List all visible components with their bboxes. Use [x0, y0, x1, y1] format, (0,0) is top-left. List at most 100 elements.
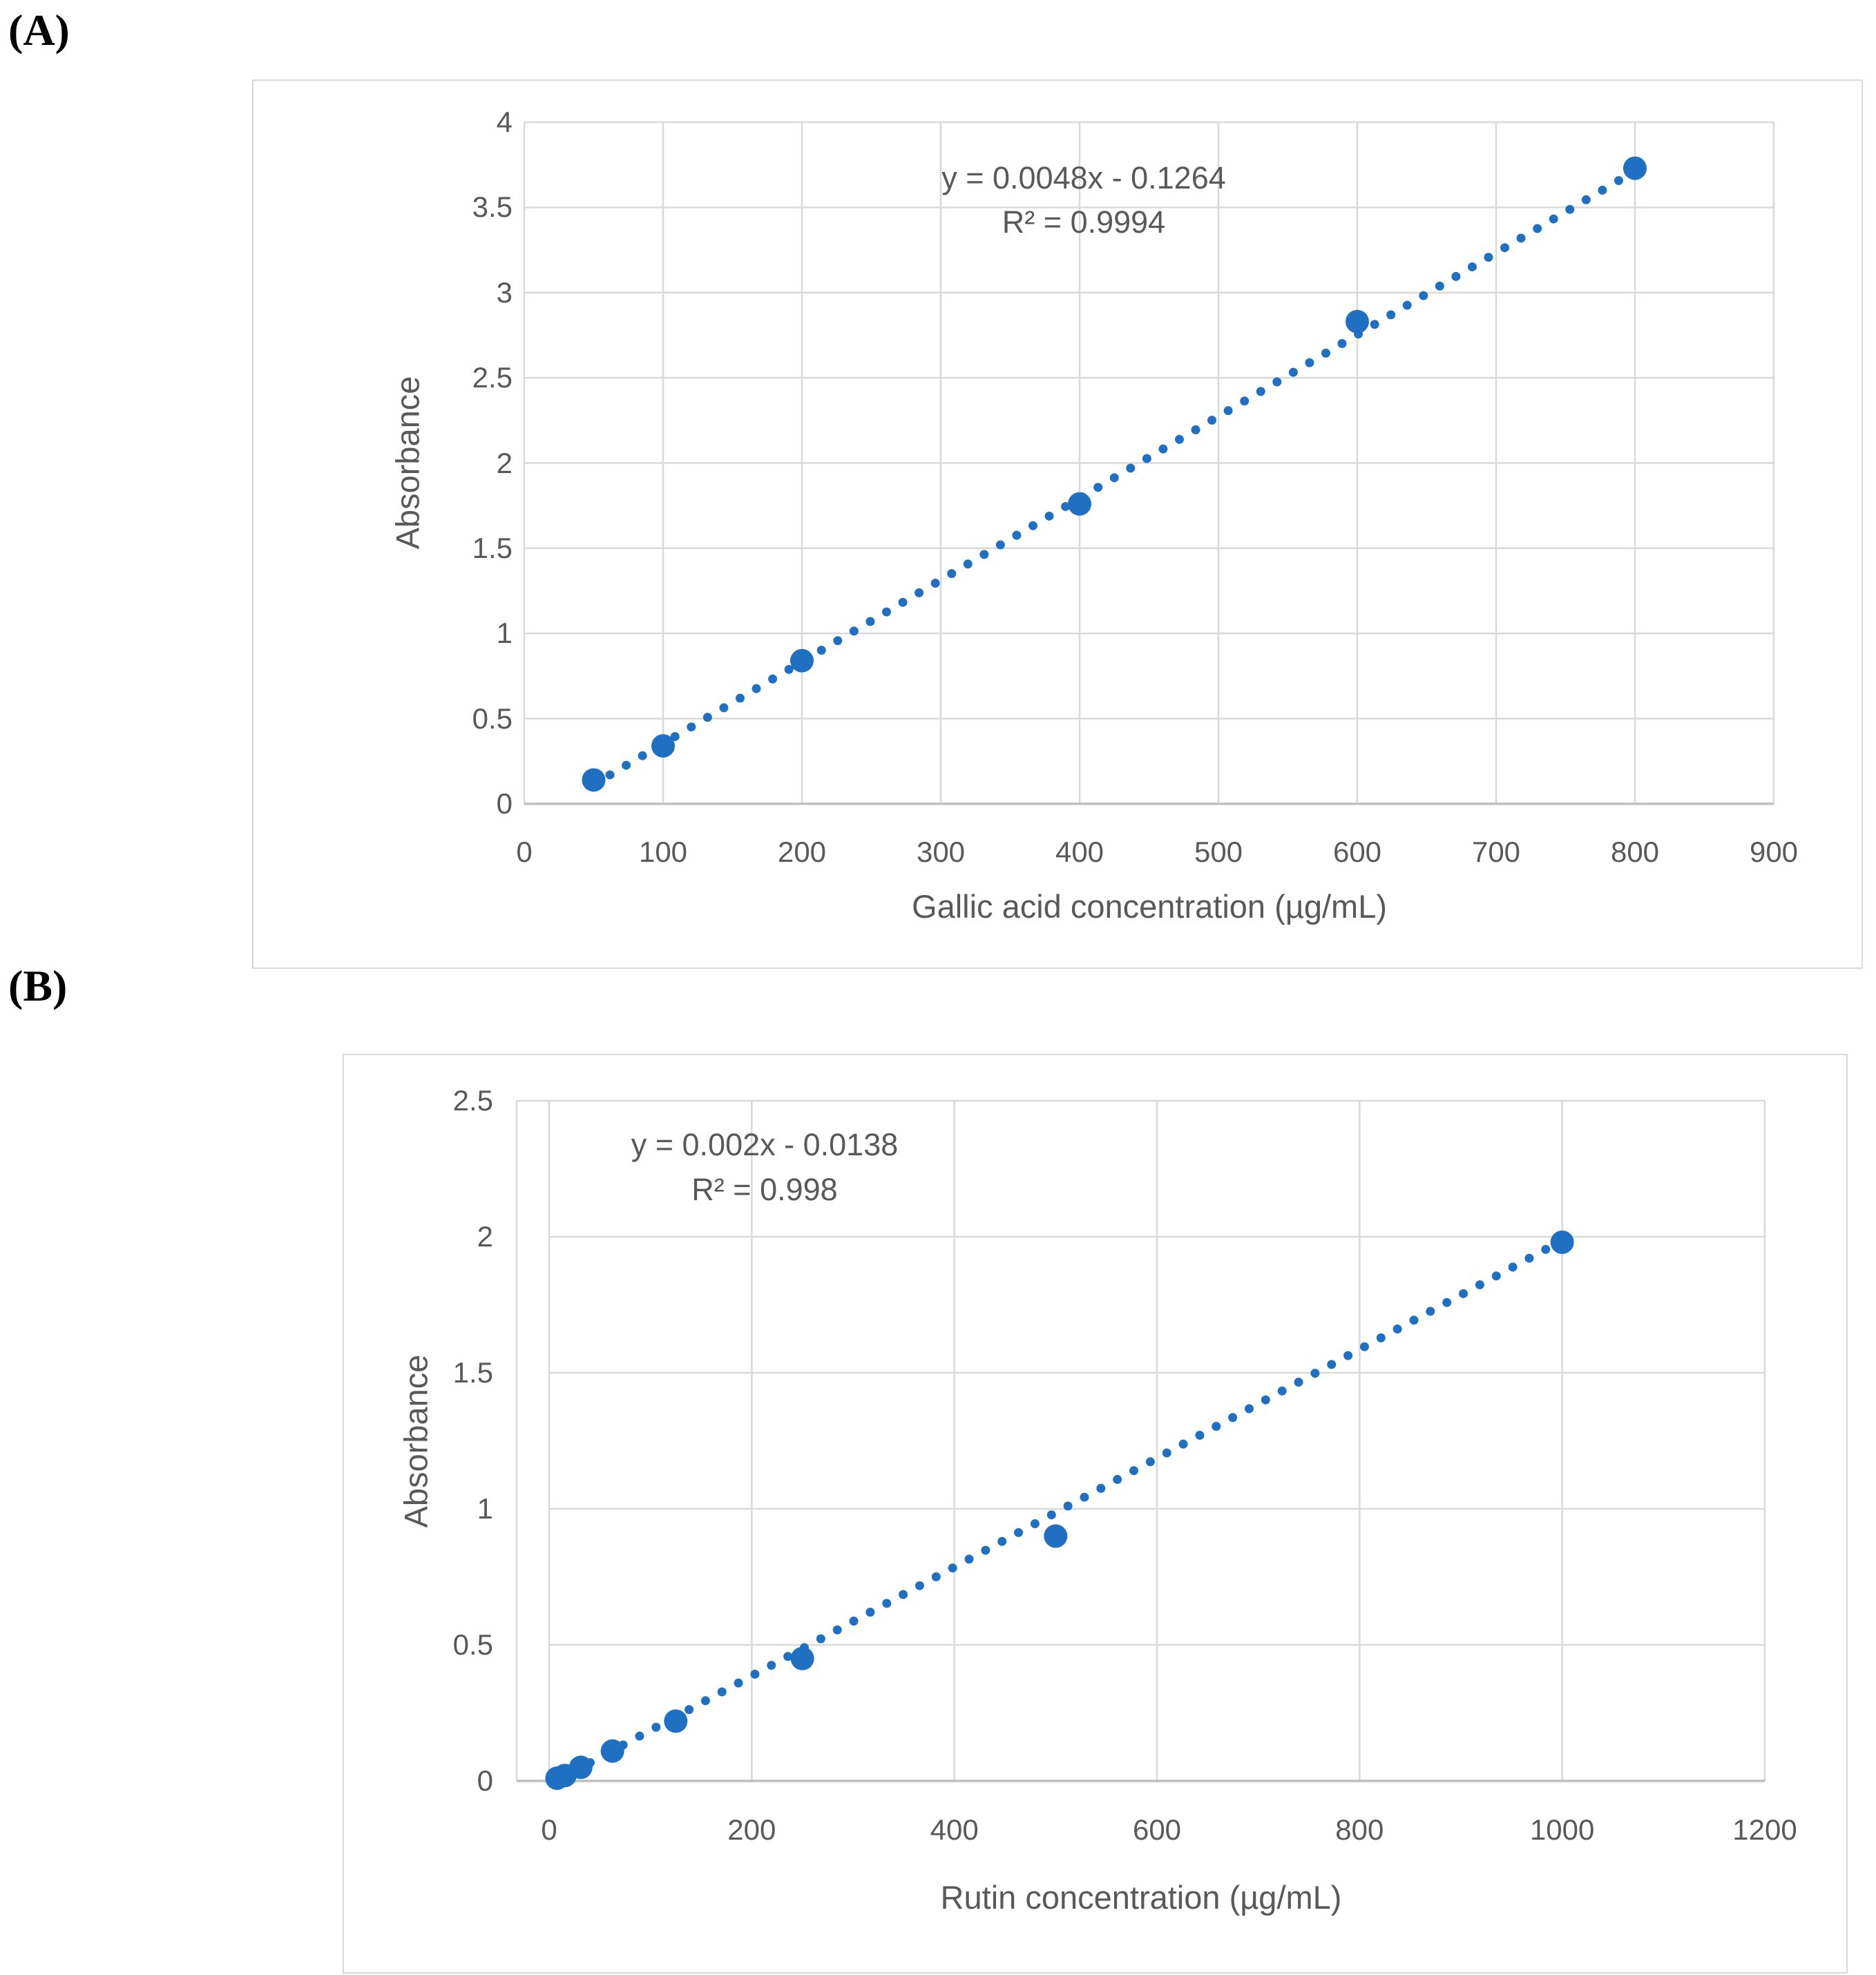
trendline-dot: [605, 770, 615, 780]
trendline-dot: [1343, 1351, 1353, 1360]
trendline-dot: [752, 684, 761, 693]
data-point: [1346, 309, 1369, 334]
trendline-dot: [1491, 1271, 1501, 1281]
x-tick-label: 200: [777, 836, 827, 868]
trendline-dot: [915, 1581, 924, 1590]
trendline-dot: [1524, 1253, 1534, 1263]
y-tick-label: 2.5: [472, 361, 513, 394]
trendline-dot: [833, 636, 843, 646]
trendline-dot: [1191, 425, 1200, 434]
trendline-dot: [1598, 185, 1607, 195]
chart-b-x-axis-title: Rutin concentration (µg/mL): [940, 1879, 1342, 1916]
x-tick-label: 700: [1471, 836, 1521, 868]
trendline-dot: [881, 607, 891, 617]
trendline-dot: [931, 1572, 941, 1581]
trendline-dot: [816, 646, 826, 655]
trendline-dot: [1044, 511, 1054, 521]
x-tick-label: 1000: [1529, 1813, 1595, 1846]
trendline-dot: [1376, 1333, 1386, 1342]
x-tick-label: 600: [1332, 836, 1382, 868]
trendline-dot: [1451, 271, 1461, 281]
data-points: [582, 156, 1647, 792]
chart-a-gallic-acid: y = 0.0048x - 0.1264 R² = 0.9994 Absorba…: [252, 79, 1863, 969]
y-tick-label: 3.5: [472, 191, 513, 224]
trendline-dot: [635, 1731, 644, 1741]
trendline-dot: [1277, 1386, 1287, 1396]
trendline-dot: [783, 1652, 793, 1661]
trendline-dot: [687, 722, 696, 732]
trendline-dot: [1228, 1413, 1238, 1423]
chart-a-equation: y = 0.0048x - 0.1264: [941, 160, 1226, 195]
data-point: [790, 648, 814, 673]
trendline-dot: [1392, 1324, 1402, 1334]
trendline-dot: [1129, 1466, 1139, 1476]
y-tick-label: 3: [496, 276, 513, 309]
trendline-dot: [995, 540, 1005, 550]
trendline-dot: [832, 1625, 842, 1635]
x-tick-label: 400: [1055, 836, 1104, 868]
x-tick-label: 300: [916, 836, 966, 868]
x-tick-label: 900: [1749, 836, 1799, 868]
trendline-dot: [1475, 1280, 1484, 1290]
trendline-dot: [898, 597, 908, 607]
trendline-dot: [702, 713, 712, 722]
chart-b-rutin: y = 0.002x - 0.0138 R² = 0.998 Absorbanc…: [343, 1054, 1848, 1974]
trendline-dot: [1581, 195, 1591, 204]
data-point: [651, 734, 675, 758]
trendline-dot: [1321, 348, 1330, 358]
trendline-dot: [849, 626, 859, 636]
x-tick-label: 400: [930, 1813, 979, 1846]
x-tick-label: 100: [638, 836, 688, 868]
x-tick-label: 800: [1610, 836, 1660, 868]
trendline-dot: [1442, 1298, 1452, 1307]
x-tick-label: 0: [541, 1813, 557, 1846]
trendline-dot: [1256, 387, 1265, 396]
trendline-dot: [1549, 214, 1558, 224]
trendline-dot: [1305, 358, 1314, 367]
chart-b-r-squared: R² = 0.998: [691, 1172, 838, 1207]
y-tick-label: 4: [496, 106, 513, 138]
trendline-dot: [865, 1608, 875, 1617]
trendline-dot: [1028, 521, 1037, 530]
data-point: [790, 1646, 814, 1670]
trendline-dot: [1565, 204, 1575, 214]
y-tick-label: 1: [477, 1492, 493, 1525]
trendline-dot: [1207, 416, 1217, 425]
trendline-dot: [1541, 1244, 1551, 1254]
trendline-dot: [964, 1554, 974, 1564]
trendline-dot: [981, 1545, 990, 1555]
chart-a-plot-area: [523, 121, 1775, 805]
trendline-dot: [1459, 1289, 1468, 1298]
trendline-dot: [1467, 262, 1477, 271]
x-tick-label: 0: [516, 836, 533, 868]
trendline-dot: [1370, 320, 1379, 329]
trendline-dot: [1093, 483, 1103, 492]
chart-b-plot-area: [515, 1099, 1766, 1791]
trendline-dot: [622, 760, 631, 770]
trendline-dot: [1178, 1439, 1188, 1449]
trendline-dotted: [553, 1235, 1567, 1785]
trendline-dot: [1113, 1474, 1122, 1484]
trendline-dot: [899, 1590, 908, 1599]
trendline-dot: [1109, 473, 1119, 483]
trendline-dot: [865, 617, 875, 626]
trendline-dot: [1288, 367, 1298, 377]
y-tick-label: 2: [496, 446, 513, 479]
y-tick-label: 1.5: [452, 1356, 493, 1389]
trendline-dot: [882, 1599, 892, 1608]
data-point: [600, 1739, 624, 1763]
data-points: [545, 1230, 1574, 1791]
trendline-dot: [651, 1722, 661, 1732]
trendline-dot: [1080, 1492, 1089, 1502]
trendline-dot: [1484, 253, 1493, 262]
trendline-dot: [1142, 454, 1151, 463]
y-tick-label: 0: [477, 1764, 493, 1797]
trendline-dot: [767, 1661, 776, 1670]
trendline-dot: [1261, 1395, 1270, 1405]
chart-a-r-squared: R² = 0.9994: [1002, 204, 1166, 240]
trendline-dot: [1061, 501, 1071, 511]
trendline-dot: [1294, 1377, 1303, 1387]
trendline-dotted: [589, 166, 1640, 789]
panel-label-b: (B): [8, 961, 68, 1010]
